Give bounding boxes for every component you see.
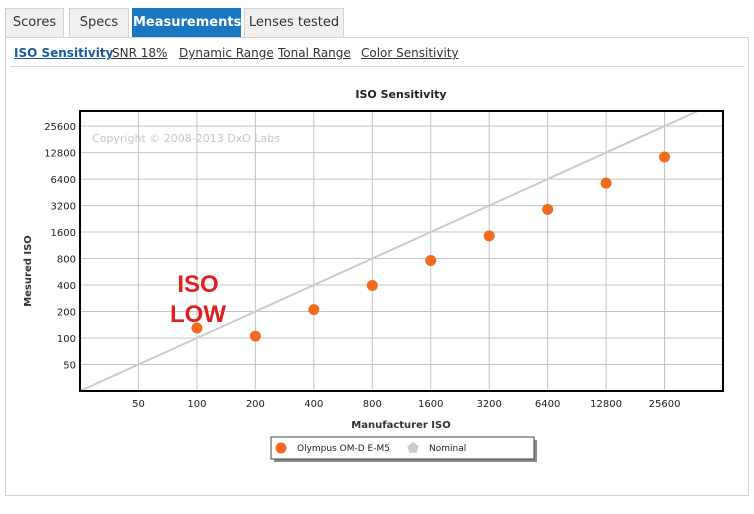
subnav-snr-18[interactable]: SNR 18% (112, 46, 168, 60)
tab-lenses-tested[interactable]: Lenses tested (244, 8, 344, 37)
chart-title: ISO Sensitivity (355, 88, 446, 101)
y-tick-label: 3200 (51, 202, 76, 213)
y-axis-label: Mesured ISO (23, 235, 34, 307)
tab-specs[interactable]: Specs (69, 8, 129, 37)
x-tick-label: 100 (187, 399, 206, 410)
subnav-iso-sensitivity[interactable]: ISO Sensitivity (14, 46, 114, 60)
legend-olympus-label: Olympus OM-D E-M5 (297, 444, 390, 454)
x-tick-labels: 50 100 200 400 800 1600 3200 6400 12800 25600 (132, 399, 680, 410)
plot-frame (79, 110, 724, 392)
x-tick-label: 3200 (476, 399, 501, 410)
copyright-watermark: Copyright © 2008-2013 DxO Labs (92, 132, 280, 145)
y-tick-label: 25600 (44, 122, 76, 133)
x-tick-label: 25600 (649, 399, 681, 410)
legend-nominal-marker (407, 442, 419, 453)
data-point (600, 177, 612, 189)
tab-measurements[interactable]: Measurements (132, 8, 241, 37)
y-tick-label: 400 (57, 281, 76, 292)
x-axis-label: Manufacturer ISO (351, 420, 450, 431)
data-point (425, 255, 437, 267)
y-tick-label: 12800 (44, 149, 76, 160)
legend-olympus-marker (275, 442, 287, 454)
x-tick-label: 6400 (535, 399, 560, 410)
data-point (483, 230, 495, 242)
subnav-dynamic-range[interactable]: Dynamic Range (179, 46, 274, 60)
y-tick-label: 6400 (51, 175, 76, 186)
x-tick-label: 1600 (418, 399, 443, 410)
iso-low-annotation-line1: ISO (177, 271, 218, 298)
chart-grid (80, 111, 723, 391)
x-tick-label: 400 (304, 399, 323, 410)
data-point (308, 304, 320, 316)
data-points (191, 151, 671, 342)
subnav-divider (10, 66, 744, 67)
x-tick-label: 12800 (590, 399, 622, 410)
subnav-tonal-range[interactable]: Tonal Range (278, 46, 351, 60)
subnav-color-sensitivity[interactable]: Color Sensitivity (361, 46, 459, 60)
data-point (659, 151, 671, 163)
chart-legend: Olympus OM-D E-M5 Nominal (270, 436, 537, 462)
data-point (191, 322, 203, 334)
x-tick-label: 50 (132, 399, 145, 410)
y-tick-label: 200 (57, 308, 76, 319)
data-point (249, 330, 261, 342)
data-point (542, 203, 554, 215)
data-point (366, 280, 378, 292)
y-tick-label: 1600 (51, 228, 76, 239)
iso-low-annotation-line2: LOW (170, 301, 226, 328)
y-tick-label: 100 (57, 334, 76, 345)
legend-nominal-label: Nominal (429, 444, 466, 454)
x-tick-label: 800 (363, 399, 382, 410)
x-tick-label: 200 (246, 399, 265, 410)
nominal-line (79, 110, 699, 392)
measurements-panel: ISO Sensitivity SNR 18% Dynamic Range To… (5, 37, 749, 496)
y-tick-label: 800 (57, 255, 76, 266)
y-tick-labels: 50 100 200 400 800 1600 3200 6400 12800 25600 (44, 122, 76, 371)
tab-scores[interactable]: Scores (5, 8, 64, 37)
y-tick-label: 50 (63, 361, 76, 372)
measurement-subnav: ISO Sensitivity SNR 18% Dynamic Range To… (6, 38, 748, 66)
